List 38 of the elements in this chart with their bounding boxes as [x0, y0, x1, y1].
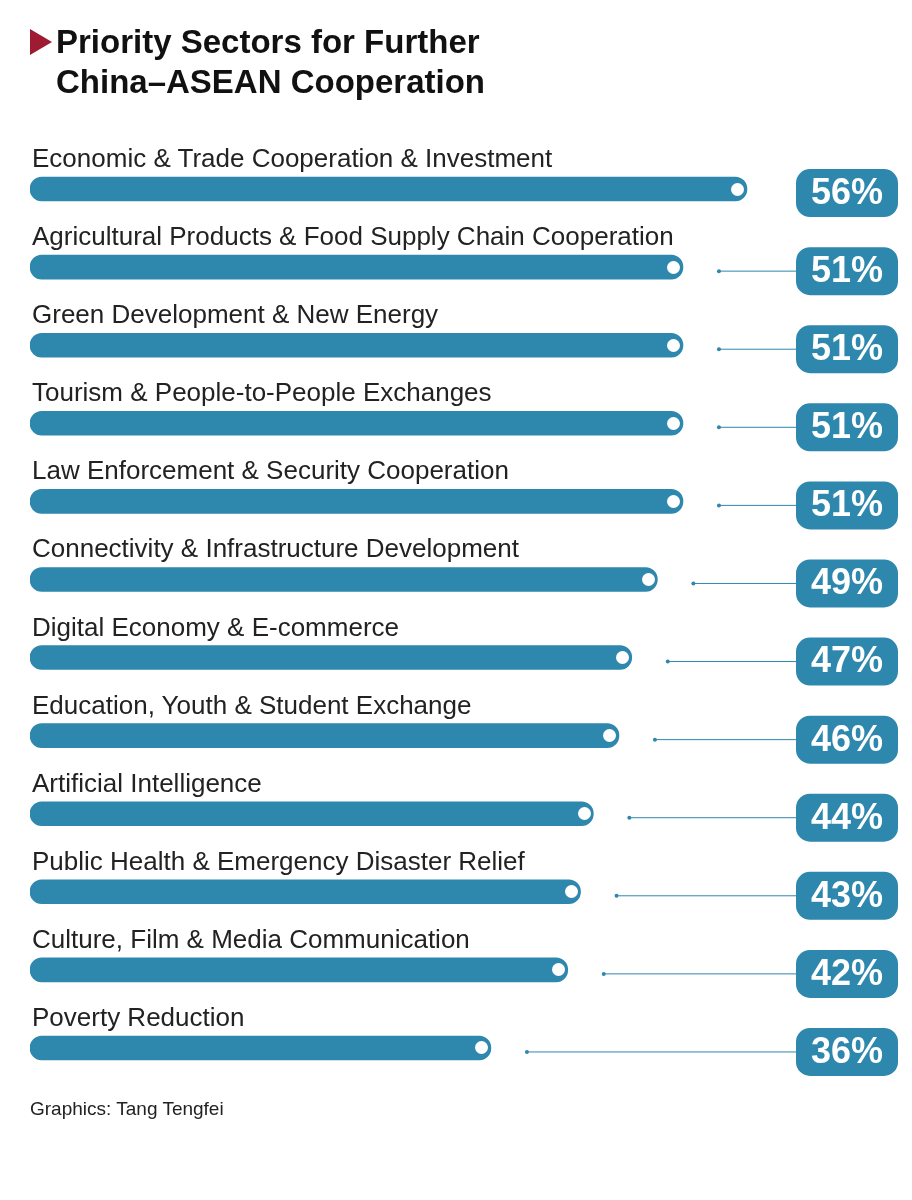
y-tick-label: Green Development & New Energy — [32, 299, 439, 330]
bar — [30, 489, 684, 514]
y-tick-label: Digital Economy & E-commerce — [32, 611, 399, 642]
y-tick-label: Law Enforcement & Security Cooperation — [32, 455, 509, 486]
y-tick-label: Agricultural Products & Food Supply Chain Cooperation — [32, 221, 674, 252]
bar — [30, 957, 569, 983]
data-label: 44% — [810, 795, 884, 837]
data-label: 43% — [810, 873, 884, 915]
y-tick-label: Poverty Reduction — [32, 1001, 245, 1032]
data-label: 51% — [810, 327, 884, 369]
chart-title: Priority Sectors for Further China–ASEAN Cooperation — [56, 22, 487, 102]
data-label: 51% — [810, 405, 884, 447]
y-tick-label: Economic & Trade Cooperation & Investment — [32, 143, 554, 174]
data-label: 42% — [810, 951, 884, 993]
bar — [30, 176, 748, 202]
y-tick-label: Tourism & People-to-People Exchanges — [32, 377, 492, 408]
bar — [30, 645, 633, 670]
bar — [30, 1035, 492, 1061]
data-label: 47% — [810, 639, 884, 681]
bar — [30, 254, 684, 280]
y-tick-label: Artificial Intelligence — [32, 767, 262, 798]
bar — [30, 879, 581, 905]
data-label: 49% — [810, 561, 884, 603]
data-label: 51% — [810, 483, 884, 525]
bar — [30, 567, 658, 592]
bar — [30, 723, 620, 748]
y-tick-label: Connectivity & Infrastructure Development — [32, 533, 520, 564]
data-label: 46% — [810, 717, 884, 759]
bar — [30, 332, 684, 358]
y-tick-label: Public Health & Emergency Disaster Relief — [32, 845, 526, 876]
data-label: 36% — [810, 1029, 884, 1071]
bar — [30, 801, 594, 827]
text: Graphics: Tang Tengfei — [30, 1097, 225, 1121]
data-label: 51% — [810, 249, 884, 291]
bar — [30, 410, 684, 436]
y-tick-label: Culture, Film & Media Communication — [32, 923, 470, 954]
data-label: 56% — [810, 170, 884, 212]
y-tick-label: Education, Youth & Student Exchange — [32, 689, 472, 720]
